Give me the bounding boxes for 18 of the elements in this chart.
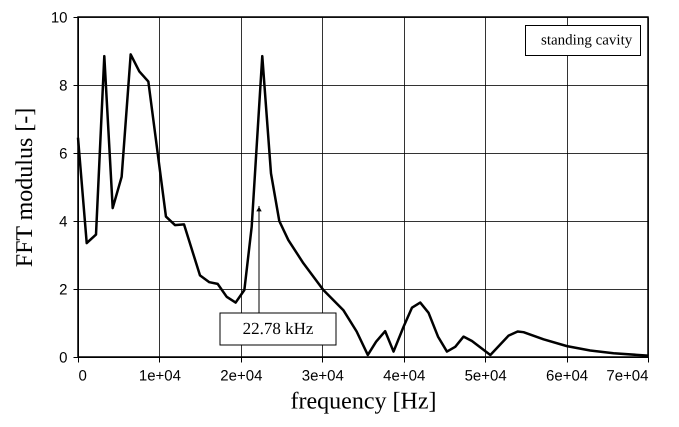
y-tick-label: 10 bbox=[50, 10, 68, 26]
y-tick-label: 4 bbox=[59, 214, 68, 230]
y-tick-label: 6 bbox=[59, 146, 68, 162]
x-tick-label: 2e+04 bbox=[220, 368, 262, 384]
x-tick-label: 6e+04 bbox=[546, 368, 588, 384]
y-axis-title: FFT modulus [-] bbox=[12, 108, 38, 268]
x-tick-label: 5e+04 bbox=[464, 368, 507, 384]
annotation: 22.78 kHz bbox=[242, 319, 314, 338]
x-tick-label: 3e+04 bbox=[302, 368, 344, 384]
y-tick-label: 0 bbox=[59, 350, 68, 366]
x-tick-label: 0 bbox=[78, 368, 87, 384]
x-tick-label: 4e+04 bbox=[383, 368, 426, 384]
y-tick-label: 2 bbox=[59, 282, 68, 298]
x-tick-label: 7e+04 bbox=[606, 368, 648, 384]
y-tick-label: 8 bbox=[59, 78, 68, 94]
x-tick-label: 1e+04 bbox=[138, 368, 181, 384]
x-axis-title: frequency [Hz] bbox=[290, 388, 436, 414]
text: standing cavity bbox=[541, 32, 633, 48]
